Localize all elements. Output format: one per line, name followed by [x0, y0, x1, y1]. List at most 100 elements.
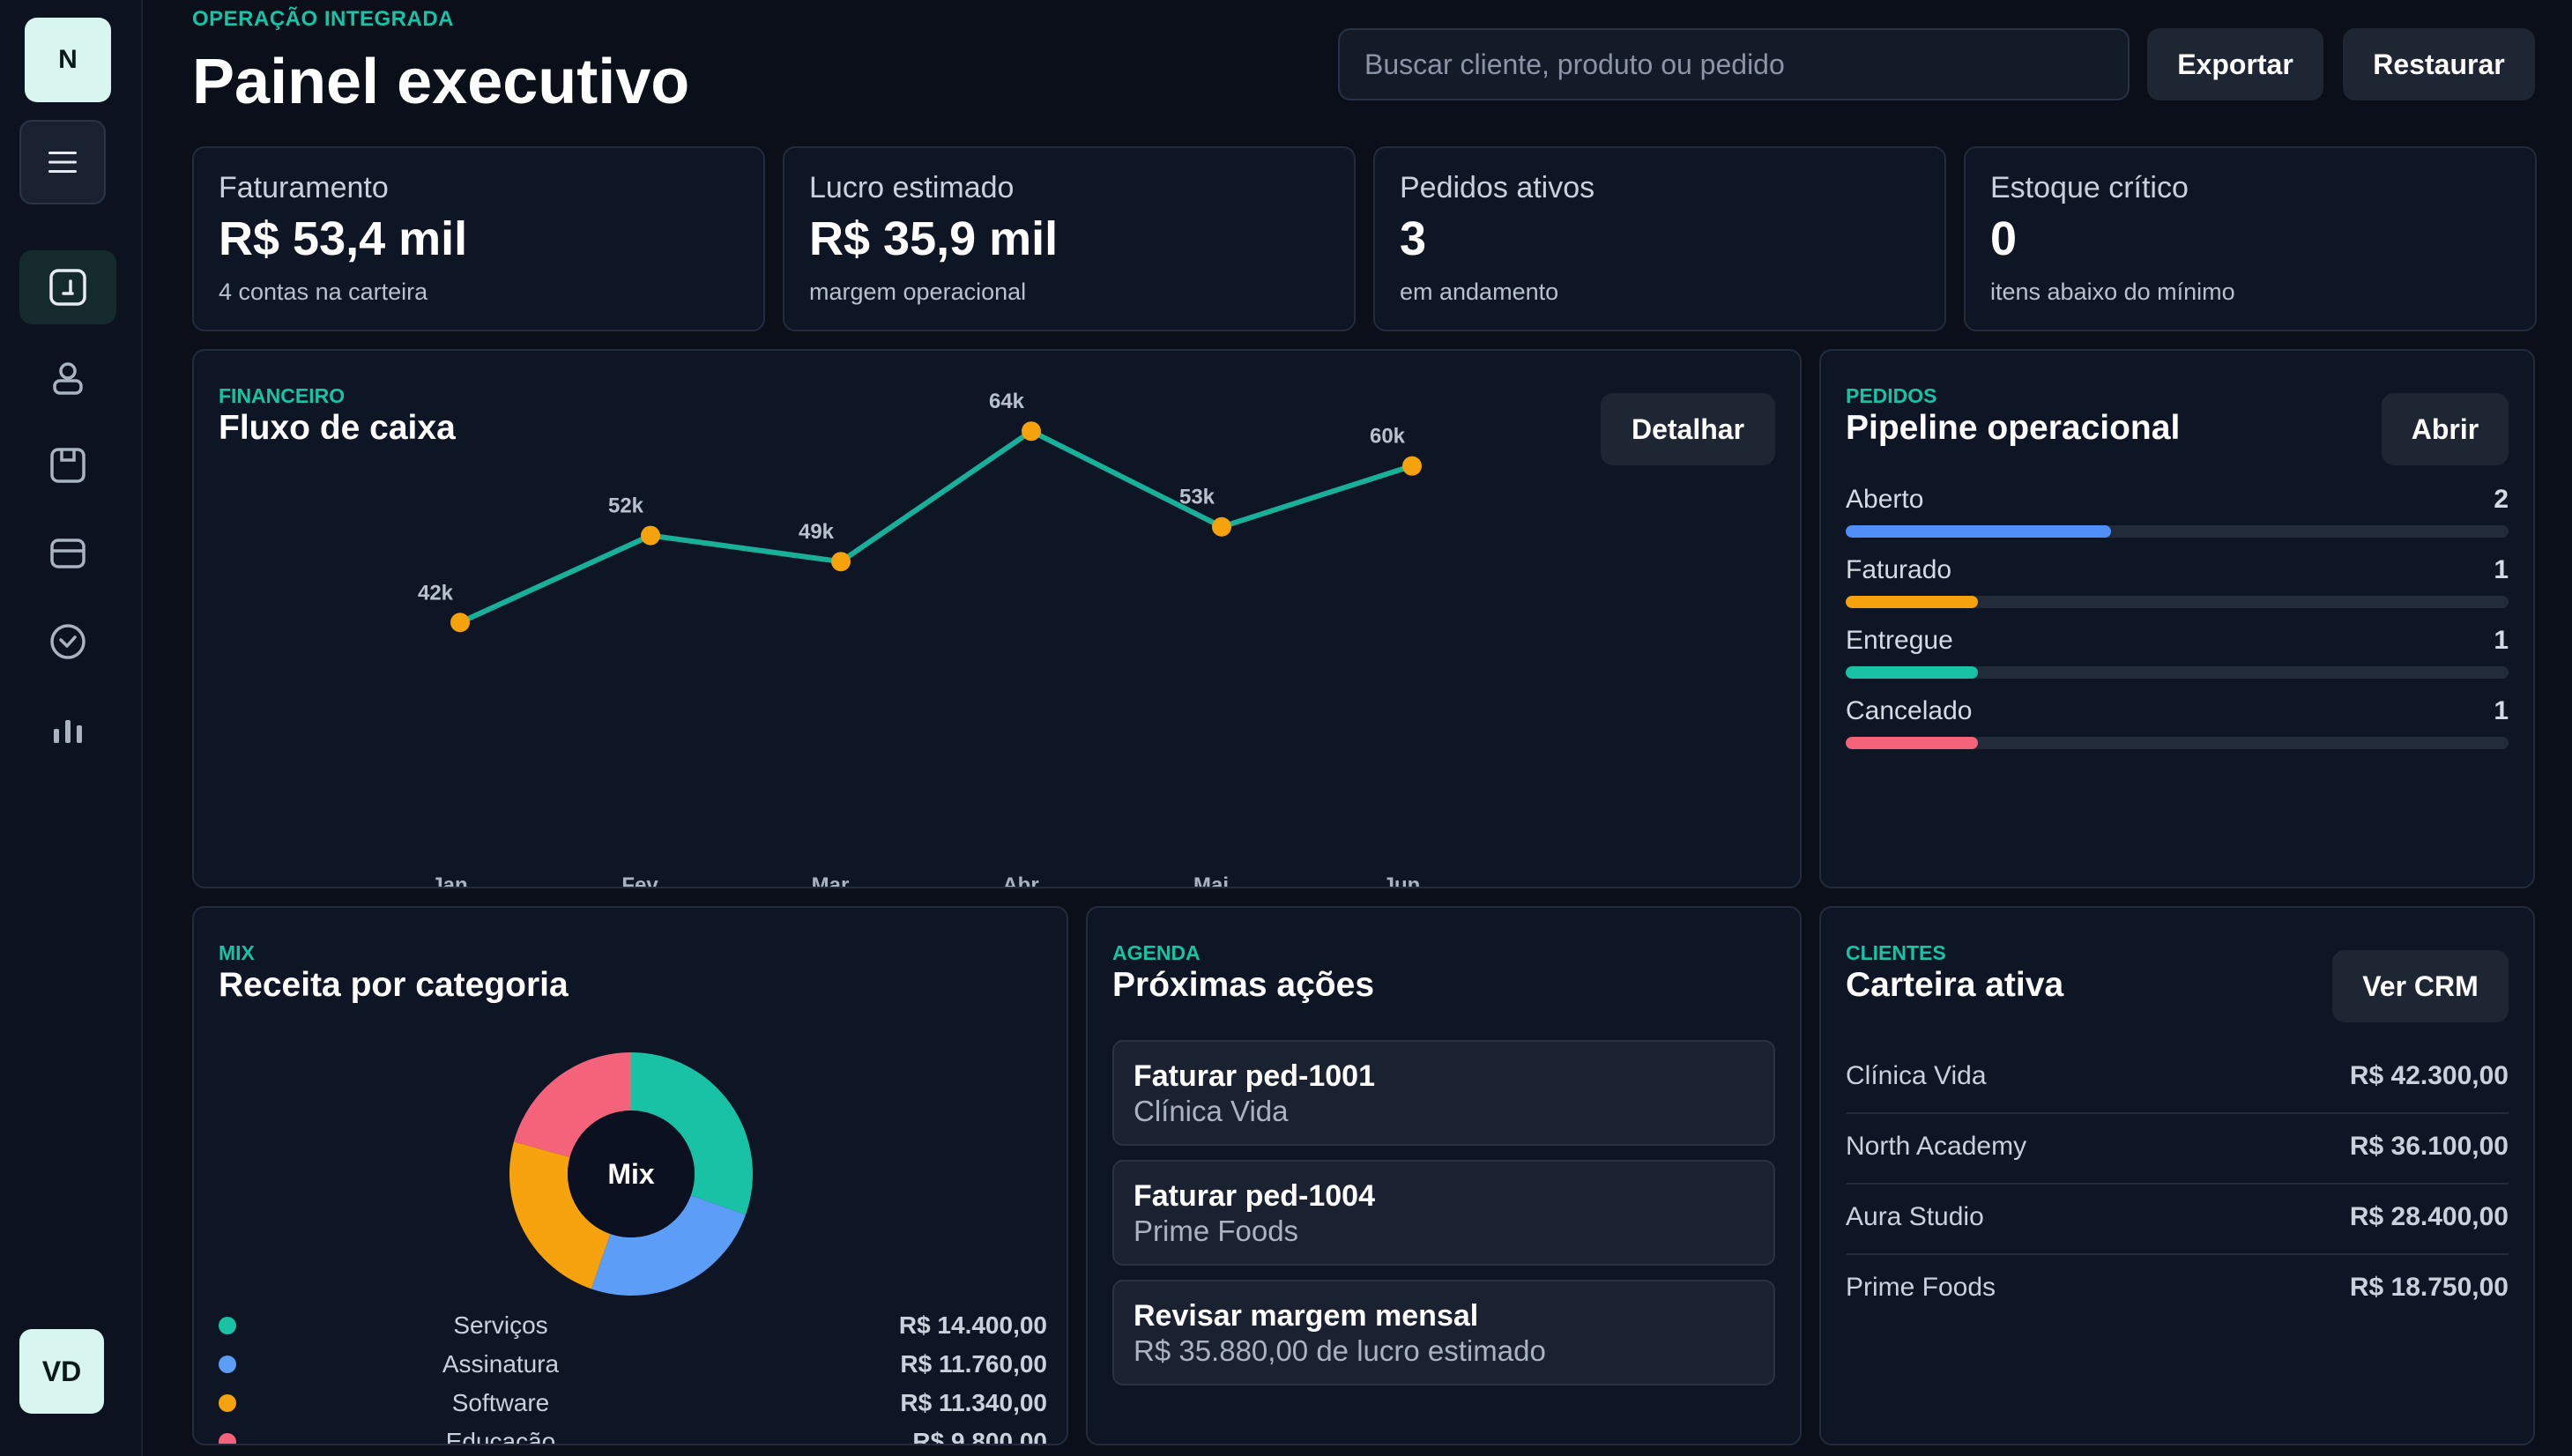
cashflow-eyebrow: FINANCEIRO — [219, 384, 346, 407]
cashflow-x-tick-label: Jan — [431, 873, 467, 888]
pipeline-progress-fill — [1846, 596, 1979, 608]
legend-name: Educação — [445, 1428, 556, 1445]
cashflow-data-label: 42k — [418, 581, 454, 605]
legend-item: Serviços R$ 14.400,00 — [219, 1306, 1047, 1345]
user-avatar[interactable]: VD — [19, 1329, 104, 1414]
kpi-sub: itens abaixo do mínimo — [1990, 279, 2235, 305]
pipeline-stage-label: Cancelado — [1846, 696, 1973, 725]
kpi-label: Lucro estimado — [809, 171, 1015, 204]
agenda-item-title: Revisar margem mensal — [1134, 1299, 1479, 1333]
donut-center-label: Mix — [607, 1158, 655, 1190]
open-pipeline-button[interactable]: Abrir — [2382, 393, 2509, 465]
agenda-title: Próximas ações — [1112, 966, 1375, 1004]
client-value: R$ 28.400,00 — [2349, 1202, 2509, 1231]
kpi-value: R$ 35,9 mil — [809, 212, 1059, 265]
legend-value: R$ 11.760,00 — [900, 1350, 1047, 1378]
menu-button[interactable] — [19, 120, 106, 204]
view-crm-button[interactable]: Ver CRM — [2332, 950, 2509, 1022]
cashflow-x-tick-label: Abr — [1002, 873, 1038, 888]
kpi-card-pedidos: Pedidos ativos 3 em andamento — [1373, 146, 1946, 331]
detail-button[interactable]: Detalhar — [1601, 393, 1775, 465]
kpi-value: 0 — [1990, 212, 2018, 265]
legend-name: Serviços — [453, 1311, 548, 1339]
client-row[interactable]: Prime Foods R$ 18.750,00 — [1846, 1255, 2509, 1326]
cashflow-data-label: 64k — [989, 390, 1025, 413]
client-name: Aura Studio — [1846, 1202, 1984, 1231]
pipeline-progress-track — [1846, 596, 2509, 608]
legend-value: R$ 14.400,00 — [898, 1311, 1047, 1339]
agenda-item-sub: Prime Foods — [1134, 1215, 1299, 1247]
kpi-label: Pedidos ativos — [1400, 171, 1595, 204]
brand-logo[interactable]: N — [25, 18, 111, 102]
kpi-sub: em andamento — [1400, 279, 1559, 305]
donut-hole — [568, 1111, 695, 1237]
bar-chart-icon — [54, 720, 82, 743]
legend-item: Software R$ 11.340,00 — [219, 1384, 1047, 1423]
donut-slice — [591, 1195, 747, 1296]
agenda-item[interactable]: Faturar ped-1004 Prime Foods — [1112, 1160, 1775, 1266]
sidebar-item-tarefas[interactable] — [19, 605, 116, 679]
cashflow-data-point — [1022, 421, 1041, 442]
page-title: Painel executivo — [192, 47, 690, 117]
client-value: R$ 18.750,00 — [2349, 1273, 2509, 1302]
agenda-item-title: Faturar ped-1001 — [1134, 1059, 1375, 1093]
clients-eyebrow: CLIENTES — [1846, 941, 1946, 964]
client-row[interactable]: Clínica Vida R$ 42.300,00 — [1846, 1044, 2509, 1114]
agenda-item[interactable]: Revisar margem mensal R$ 35.880,00 de lu… — [1112, 1280, 1775, 1385]
hamburger-icon — [48, 152, 77, 173]
pipeline-stage-label: Faturado — [1846, 555, 1952, 584]
mix-title: Receita por categoria — [219, 966, 569, 1004]
kpi-card-estoque: Estoque crítico 0 itens abaixo do mínimo — [1964, 146, 2537, 331]
cashflow-data-label: 49k — [799, 520, 835, 544]
mix-eyebrow: MIX — [219, 941, 255, 964]
donut-slice — [509, 1141, 611, 1289]
check-circle-icon — [50, 624, 85, 659]
sidebar-item-financeiro[interactable] — [19, 516, 116, 591]
card-icon — [50, 539, 85, 568]
client-value: R$ 36.100,00 — [2349, 1132, 2509, 1161]
client-row[interactable]: North Academy R$ 36.100,00 — [1846, 1114, 2509, 1185]
agenda-item-sub: R$ 35.880,00 de lucro estimado — [1134, 1334, 1546, 1367]
pipeline-title: Pipeline operacional — [1846, 409, 2181, 447]
sidebar-item-clientes[interactable] — [19, 340, 116, 414]
search-input[interactable] — [1338, 28, 2130, 100]
sidebar-item-produtos[interactable] — [19, 428, 116, 502]
pipeline-progress-fill — [1846, 737, 1979, 749]
pipeline-eyebrow: PEDIDOS — [1846, 384, 1937, 407]
legend-dot — [219, 1433, 236, 1444]
kpi-label: Faturamento — [219, 171, 389, 204]
sidebar: N — [0, 0, 143, 1456]
donut-slice — [631, 1052, 753, 1215]
agenda-eyebrow: AGENDA — [1112, 941, 1201, 964]
cashflow-data-point — [1402, 456, 1422, 476]
pipeline-stage-label: Entregue — [1846, 626, 1953, 655]
export-button[interactable]: Exportar — [2147, 28, 2323, 100]
cashflow-data-label: 60k — [1370, 425, 1406, 449]
clients-title: Carteira ativa — [1846, 966, 2064, 1004]
cashflow-x-tick-label: Jun — [1383, 873, 1421, 888]
pipeline-stage-count: 1 — [2494, 696, 2509, 725]
sidebar-item-dashboard[interactable] — [19, 250, 116, 324]
agenda-item[interactable]: Faturar ped-1001 Clínica Vida — [1112, 1040, 1775, 1146]
pipeline-progress-fill — [1846, 525, 2111, 538]
mix-card: MIX Receita por categoria Mix Serviços R… — [192, 906, 1068, 1445]
client-row[interactable]: Aura Studio R$ 28.400,00 — [1846, 1185, 2509, 1255]
cashflow-data-point — [450, 613, 470, 633]
kpi-card-faturamento: Faturamento R$ 53,4 mil 4 contas na cart… — [192, 146, 765, 331]
pipeline-stage-count: 1 — [2494, 626, 2509, 655]
cashflow-data-label: 52k — [608, 494, 644, 518]
legend-dot — [219, 1356, 236, 1373]
sidebar-item-relatorios[interactable] — [19, 693, 116, 767]
restore-button[interactable]: Restaurar — [2343, 28, 2535, 100]
donut-slice — [513, 1052, 631, 1157]
agenda-item-title: Faturar ped-1004 — [1134, 1179, 1375, 1213]
kpi-card-lucro: Lucro estimado R$ 35,9 mil margem operac… — [783, 146, 1356, 331]
cashflow-data-label: 53k — [1179, 486, 1215, 509]
pipeline-stage-count: 2 — [2494, 485, 2509, 514]
client-name: Clínica Vida — [1846, 1061, 1987, 1090]
pipeline-progress-track — [1846, 666, 2509, 679]
cashflow-data-point — [831, 552, 851, 572]
kpi-value: R$ 53,4 mil — [219, 212, 468, 265]
box-icon — [50, 448, 85, 483]
